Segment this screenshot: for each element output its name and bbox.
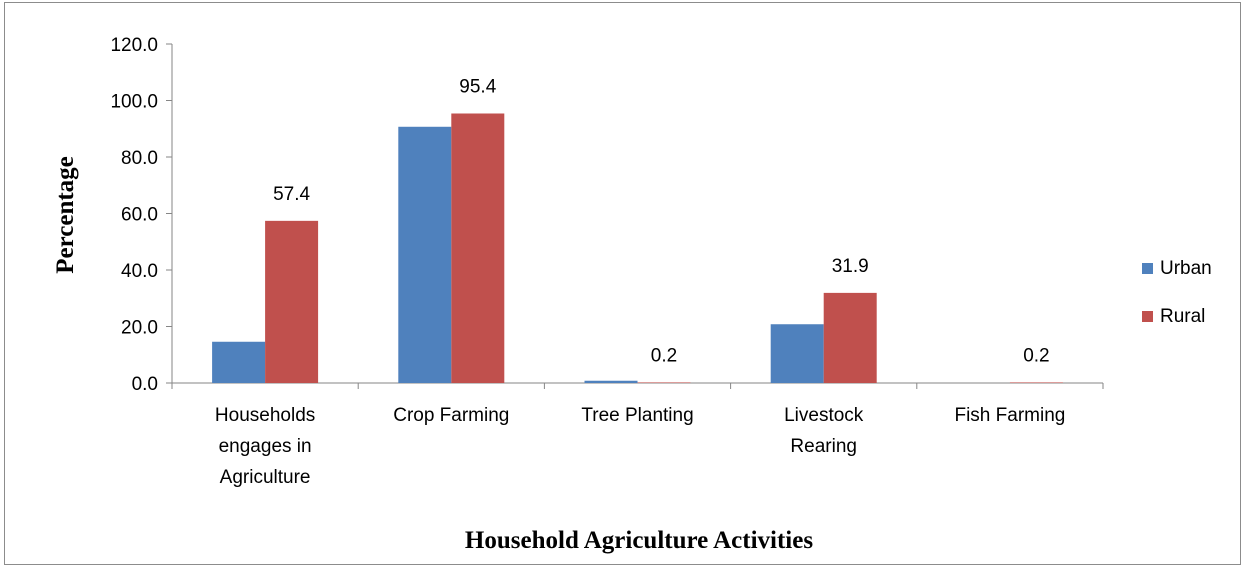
bar-urban bbox=[398, 126, 452, 384]
bar-urban bbox=[770, 324, 824, 383]
x-tick-label: Households bbox=[215, 405, 315, 426]
x-tick-label: Rearing bbox=[790, 436, 857, 457]
axes: 0.0 20.0 40.0 60.0 80.0 100.0 120.0 Households e… bbox=[110, 35, 1104, 488]
x-axis-title: Household Agriculture Activities bbox=[465, 527, 813, 554]
legend-swatch bbox=[1142, 311, 1153, 322]
x-tick-label: Livestock bbox=[784, 405, 864, 426]
data-label: 0.2 bbox=[1023, 345, 1049, 366]
y-tick-label: 60.0 bbox=[121, 205, 158, 226]
bar-rural bbox=[1009, 382, 1063, 383]
y-tick-label: 0.0 bbox=[132, 374, 158, 395]
x-tick-label: Agriculture bbox=[220, 467, 311, 488]
x-tick-label: Fish Farming bbox=[954, 405, 1065, 426]
data-labels: 57.4 95.4 0.2 31.9 0.2 bbox=[273, 76, 1050, 366]
y-tick-label: 20.0 bbox=[121, 318, 158, 339]
x-tick-label: engages in bbox=[219, 436, 312, 457]
y-axis-title: Percentage bbox=[52, 156, 79, 274]
x-tick-label: Crop Farming bbox=[393, 405, 509, 426]
y-tick-label: 80.0 bbox=[121, 148, 158, 169]
data-label: 0.2 bbox=[651, 345, 677, 366]
bar-urban bbox=[212, 341, 266, 383]
y-tick-label: 120.0 bbox=[110, 35, 158, 56]
data-label: 95.4 bbox=[459, 76, 496, 97]
legend-swatch bbox=[1142, 263, 1153, 274]
legend: Urban Rural bbox=[1142, 258, 1212, 327]
bars bbox=[212, 113, 1063, 384]
data-label: 57.4 bbox=[273, 184, 310, 205]
data-label: 31.9 bbox=[832, 256, 869, 277]
bar-rural bbox=[823, 292, 877, 383]
y-tick-label: 40.0 bbox=[121, 261, 158, 282]
bar-urban bbox=[584, 380, 638, 383]
y-tick-label: 100.0 bbox=[110, 92, 158, 113]
bar-rural bbox=[451, 113, 505, 384]
legend-label: Rural bbox=[1160, 306, 1205, 327]
legend-label: Urban bbox=[1160, 258, 1212, 279]
x-tick-label: Tree Planting bbox=[581, 405, 693, 426]
bar-rural bbox=[637, 382, 691, 383]
bar-rural bbox=[265, 220, 319, 383]
chart-frame bbox=[4, 2, 1241, 565]
